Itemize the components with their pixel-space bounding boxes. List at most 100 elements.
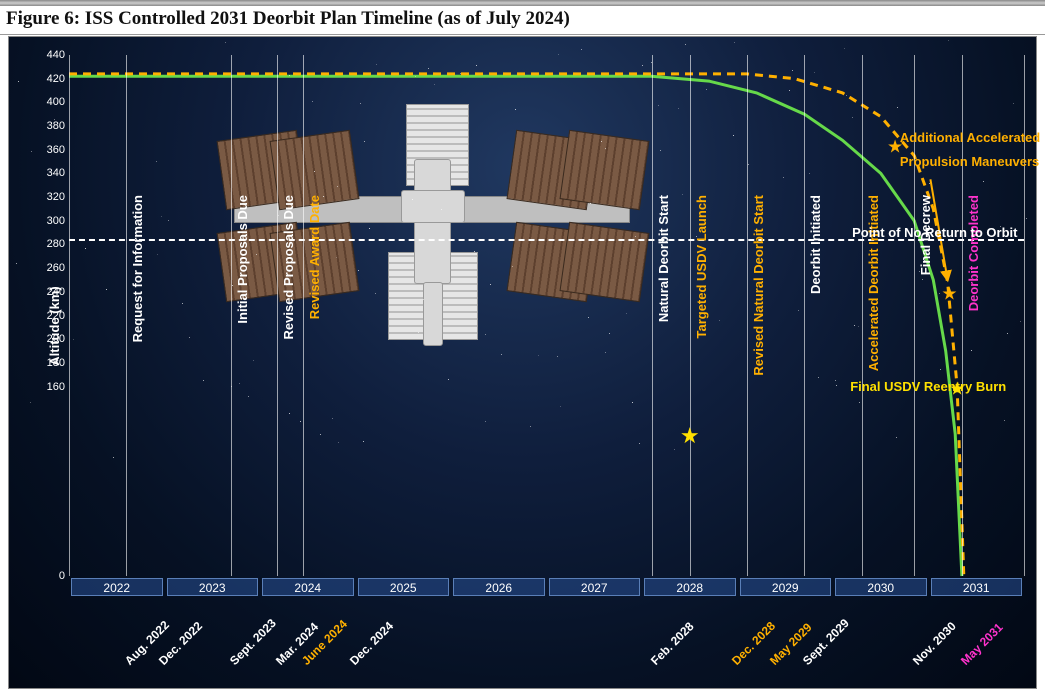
bg-star <box>428 68 429 69</box>
bg-star <box>256 254 257 255</box>
event-top-label: Revised Natural Deorbit Start <box>751 195 766 376</box>
annotation: Final USDV Reentry Burn <box>850 379 1006 394</box>
bg-star <box>360 103 361 104</box>
bg-star <box>113 457 114 458</box>
y-tick: 260 <box>29 262 65 274</box>
bg-star <box>31 151 32 152</box>
vgridline <box>303 55 304 576</box>
marker-star: ★ <box>941 284 957 305</box>
chart-frame: Altitude (km) 01601802002202402602803003… <box>8 36 1037 689</box>
bg-star <box>844 48 845 49</box>
year-box: 2029 <box>740 578 832 596</box>
y-tick: 400 <box>29 96 65 108</box>
figure-title: Figure 6: ISS Controlled 2031 Deorbit Pl… <box>6 8 570 29</box>
annotation: Additional Accelerated <box>900 130 1040 145</box>
y-tick: 360 <box>29 144 65 156</box>
bg-star <box>632 402 633 403</box>
vgridline <box>690 55 691 576</box>
bg-star <box>658 105 659 106</box>
bg-star <box>253 360 254 361</box>
bg-star <box>948 40 949 41</box>
bg-star <box>441 209 442 210</box>
series-revised_deorbit <box>69 74 964 576</box>
y-tick: 220 <box>29 310 65 322</box>
vgridline <box>231 55 232 576</box>
bg-star <box>490 284 491 285</box>
annotation: Propulsion Maneuvers <box>900 154 1039 169</box>
event-top-label: Deorbit Initiated <box>808 195 823 294</box>
bg-star <box>919 271 920 272</box>
bg-star <box>733 135 734 136</box>
year-box: 2031 <box>931 578 1023 596</box>
event-top-label: Deorbit Completed <box>966 195 981 311</box>
bg-star <box>660 150 661 151</box>
vgridline <box>69 55 70 576</box>
y-tick: 160 <box>29 381 65 393</box>
bg-star <box>1026 218 1027 219</box>
year-box: 2022 <box>71 578 163 596</box>
bg-star <box>635 236 636 237</box>
year-box: 2024 <box>262 578 354 596</box>
bg-star <box>581 49 582 50</box>
y-tick: 0 <box>29 570 65 582</box>
year-box: 2028 <box>644 578 736 596</box>
y-tick: 440 <box>29 49 65 61</box>
y-tick: 380 <box>29 120 65 132</box>
y-tick: 340 <box>29 167 65 179</box>
event-top-label: Revised Proposals Due <box>281 195 296 340</box>
bg-star <box>685 44 686 45</box>
bg-star <box>85 248 86 249</box>
year-box: 2027 <box>549 578 641 596</box>
annotation: Point of No Return to Orbit <box>852 225 1017 240</box>
event-top-label: Accelerated Deorbit Initiated <box>866 195 881 371</box>
bg-star <box>323 196 324 197</box>
year-box: 2025 <box>358 578 450 596</box>
y-tick: 240 <box>29 286 65 298</box>
bg-star <box>530 426 531 427</box>
vgridline <box>862 55 863 576</box>
event-top-label: Initial Proposals Due <box>235 195 250 324</box>
bg-star <box>485 334 486 335</box>
event-bottom-label: Sept. 2023 <box>227 616 279 668</box>
bg-star <box>601 141 602 142</box>
y-tick: 300 <box>29 215 65 227</box>
event-bottom-label: May 2031 <box>958 620 1006 668</box>
bg-star <box>696 236 697 237</box>
bg-star <box>332 418 333 419</box>
bg-star <box>1020 321 1021 322</box>
bg-star <box>939 293 940 294</box>
vgridline <box>652 55 653 576</box>
bg-star <box>734 42 735 43</box>
bg-star <box>231 386 232 387</box>
y-tick: 280 <box>29 238 65 250</box>
bg-star <box>364 141 365 142</box>
event-bottom-label: Feb. 2028 <box>648 619 697 668</box>
vgridline <box>277 55 278 576</box>
event-top-label: Targeted USDV Launch <box>694 195 709 339</box>
bg-star <box>16 263 17 264</box>
y-tick: 200 <box>29 333 65 345</box>
series-natural_deorbit <box>69 76 962 576</box>
event-top-label: Revised Award Date <box>307 195 322 319</box>
vgridline <box>747 55 748 576</box>
bg-star <box>557 356 558 357</box>
event-top-label: Natural Deorbit Start <box>656 195 671 322</box>
bg-star <box>363 441 364 442</box>
vgridline <box>804 55 805 576</box>
event-bottom-label: Dec. 2024 <box>347 619 396 668</box>
figure-title-bar: Figure 6: ISS Controlled 2031 Deorbit Pl… <box>0 6 1045 35</box>
bg-star <box>30 402 31 403</box>
y-tick: 420 <box>29 73 65 85</box>
bg-star <box>719 320 720 321</box>
bg-star <box>588 317 589 318</box>
bg-star <box>248 396 249 397</box>
bg-star <box>336 257 337 258</box>
bg-star <box>515 109 516 110</box>
bg-star <box>314 171 315 172</box>
bg-star <box>852 117 853 118</box>
bg-star <box>225 42 226 43</box>
plot-area: Altitude (km) 01601802002202402602803003… <box>69 55 1024 596</box>
year-box: 2026 <box>453 578 545 596</box>
bg-star <box>818 377 819 378</box>
marker-star: ★ <box>680 423 700 449</box>
